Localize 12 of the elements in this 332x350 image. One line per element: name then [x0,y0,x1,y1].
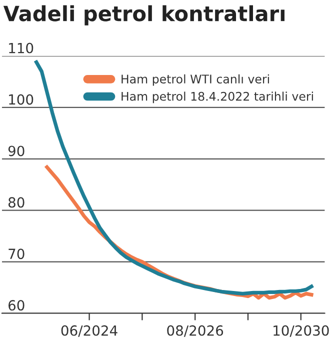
x-tick-label: 08/2026 [167,325,224,337]
y-tick-label: 110 [9,42,34,54]
x-tick-label: 06/2024 [61,325,118,337]
legend-label: Ham petrol WTI canlı veri [122,74,269,86]
y-tick-label: 60 [8,300,24,311]
x-tick-label: 10/2030 [274,325,329,337]
y-tick-label: 90 [8,146,24,156]
y-tick-label: 100 [9,94,34,105]
legend-label: Ham petrol 18.4.2022 tarihli veri [122,92,313,104]
chart-title: Vadeli petrol kontratları [3,5,284,26]
y-tick-label: 80 [8,197,24,208]
y-tick-label: 70 [8,248,24,260]
